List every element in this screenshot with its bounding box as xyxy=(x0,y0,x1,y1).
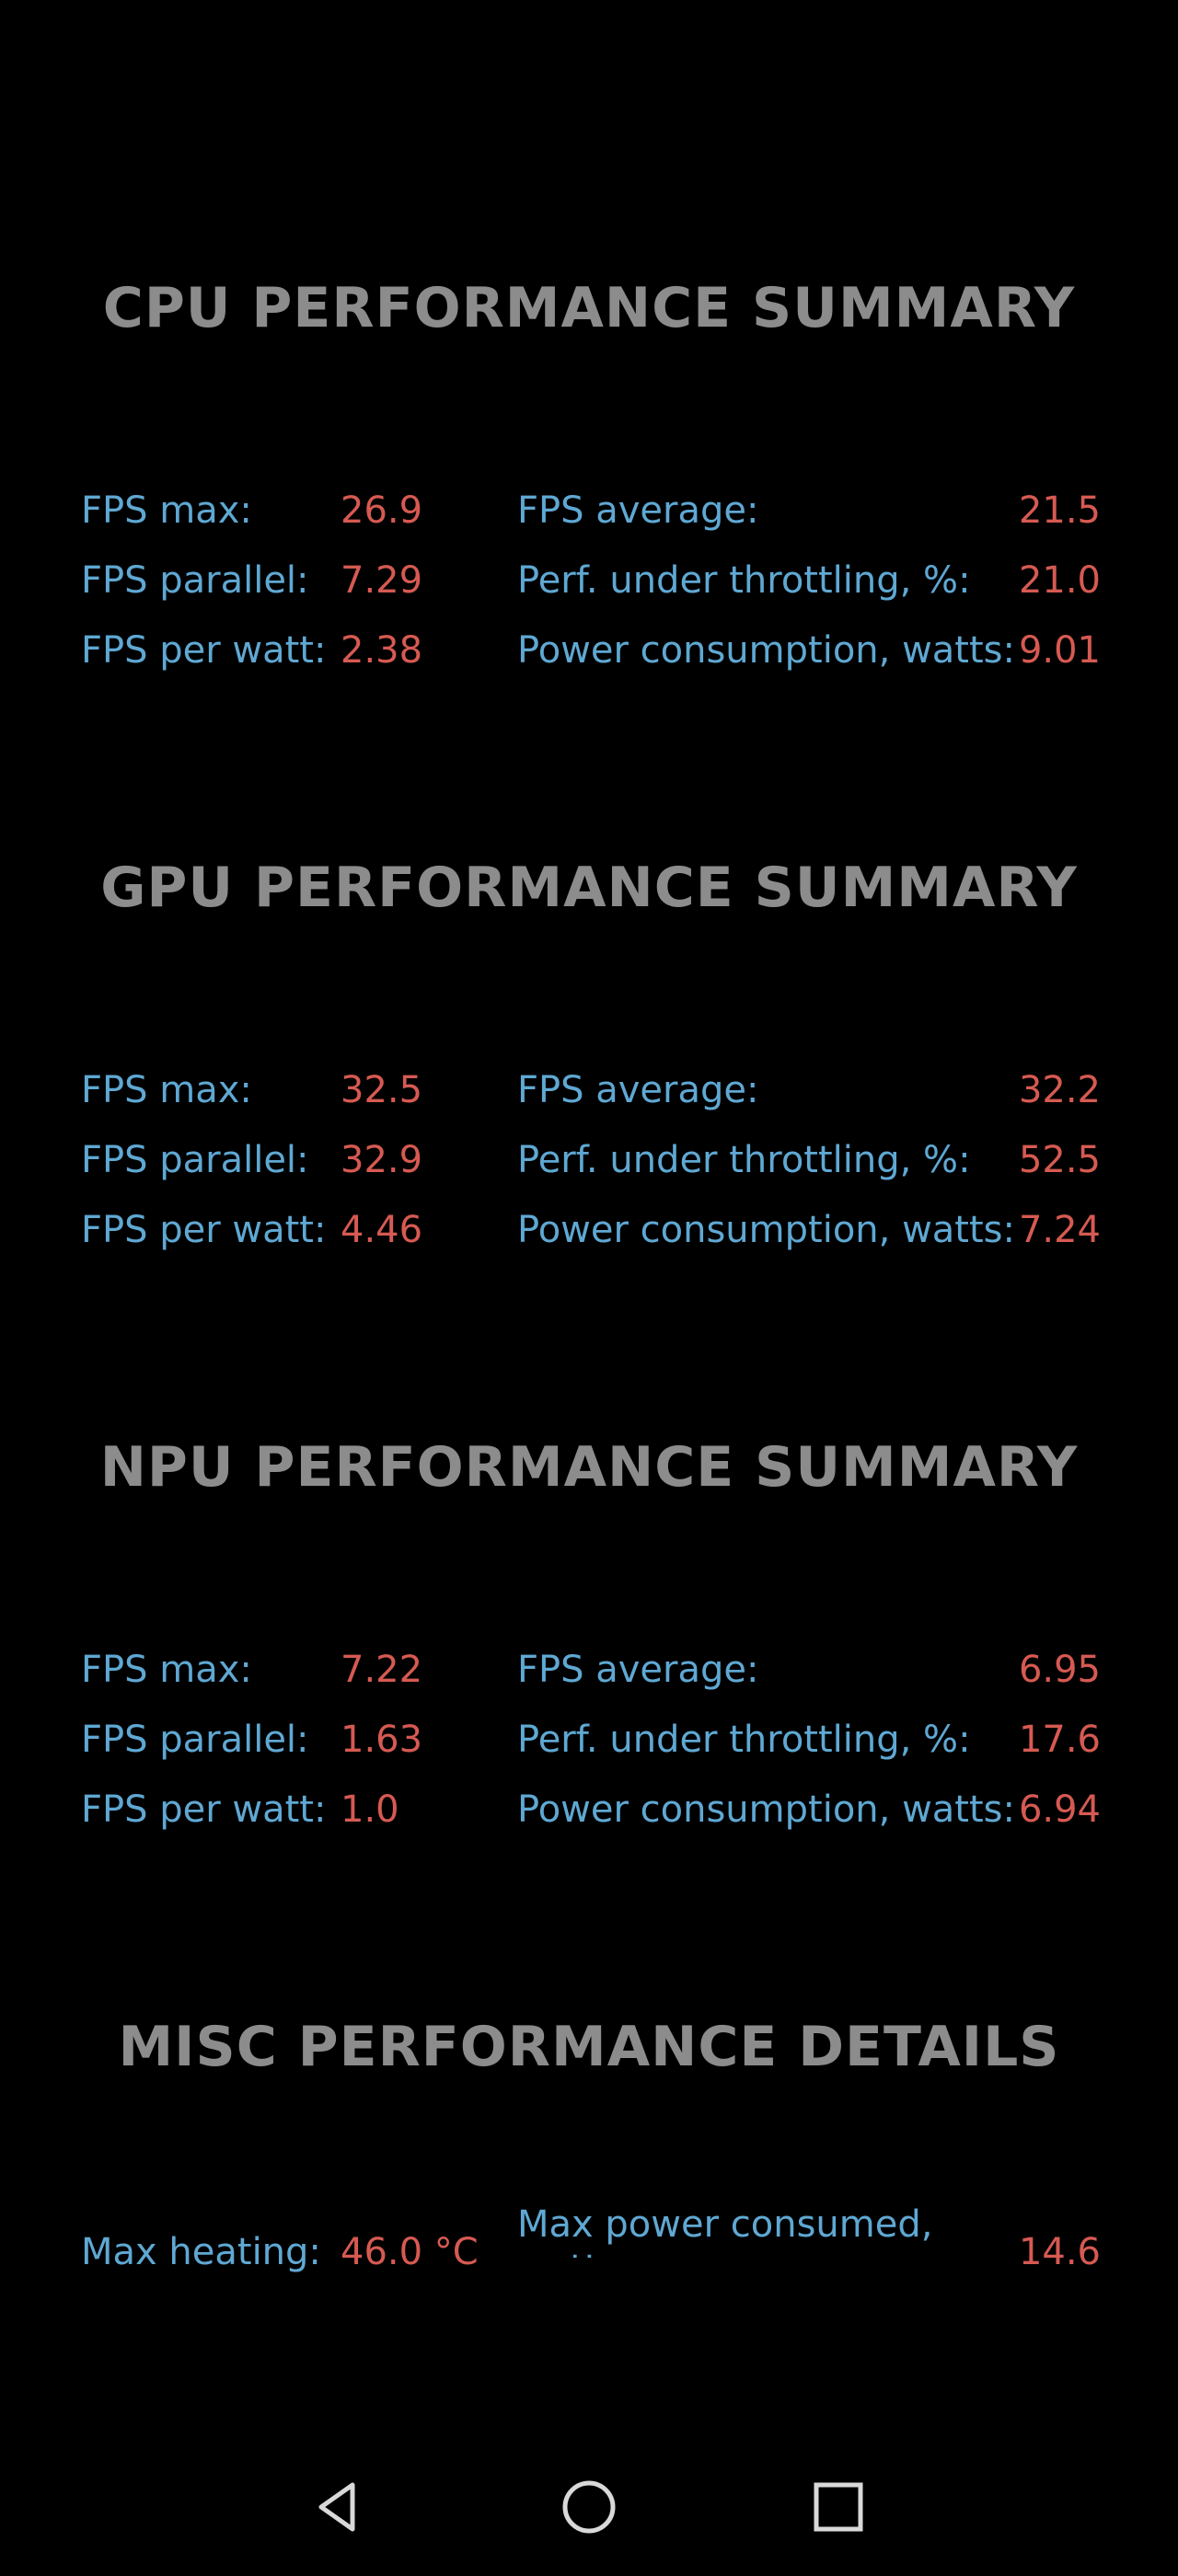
stat-label: FPS per watt: xyxy=(81,629,327,672)
stat-label: FPS max: xyxy=(81,1069,252,1111)
stat-value: 2.38 xyxy=(341,629,423,672)
stat-label: FPS max: xyxy=(81,489,252,532)
stat-value: 32.9 xyxy=(341,1139,423,1181)
stat-label: FPS per watt: xyxy=(81,1209,327,1251)
max-heating-value: 46.0 °C xyxy=(341,2231,479,2273)
stat-label: FPS per watt: xyxy=(81,1788,327,1831)
stat-value: 52.5 xyxy=(1018,1139,1101,1181)
stat-value: 1.0 xyxy=(341,1788,399,1831)
cpu-row-3: FPS per watt: 2.38 Power consumption, wa… xyxy=(0,615,1178,685)
stat-label: FPS average: xyxy=(517,489,759,532)
home-icon xyxy=(562,2480,616,2534)
npu-row-2: FPS parallel: 1.63 Perf. under throttlin… xyxy=(0,1705,1178,1775)
max-power-value: 14.6 xyxy=(1018,2231,1101,2273)
gpu-row-1: FPS max: 32.5 FPS average: 32.2 xyxy=(0,1055,1178,1125)
stat-value: 1.63 xyxy=(341,1719,423,1761)
recents-icon xyxy=(814,2482,863,2532)
stat-label: Power consumption, watts: xyxy=(517,629,1015,672)
section-title-gpu: GPU PERFORMANCE SUMMARY xyxy=(100,856,1078,920)
stat-label: FPS parallel: xyxy=(81,1139,309,1181)
stat-value: 32.2 xyxy=(1018,1069,1101,1111)
stat-value: 9.01 xyxy=(1018,629,1101,672)
stat-label: FPS average: xyxy=(517,1069,759,1111)
cpu-row-1: FPS max: 26.9 FPS average: 21.5 xyxy=(0,476,1178,546)
stat-value: 32.5 xyxy=(341,1069,423,1111)
stat-label: FPS parallel: xyxy=(81,1719,309,1761)
npu-row-3: FPS per watt: 1.0 Power consumption, wat… xyxy=(0,1775,1178,1845)
stat-label: Perf. under throttling, %: xyxy=(517,1719,971,1761)
stat-value: 6.94 xyxy=(1018,1788,1101,1831)
section-title-misc: MISC PERFORMANCE DETAILS xyxy=(118,2015,1060,2079)
stat-label: FPS parallel: xyxy=(81,559,309,602)
stat-value: 7.29 xyxy=(341,559,423,602)
stat-value: 7.24 xyxy=(1018,1209,1101,1251)
section-title-cpu: CPU PERFORMANCE SUMMARY xyxy=(102,276,1076,340)
npu-row-1: FPS max: 7.22 FPS average: 6.95 xyxy=(0,1635,1178,1705)
stat-value: 17.6 xyxy=(1018,1719,1101,1761)
back-button[interactable] xyxy=(296,2466,379,2548)
max-heating-label: Max heating: xyxy=(81,2231,321,2273)
misc-row: Max heating: 46.0 °C Max power consumed,… xyxy=(0,2203,1178,2289)
recents-button[interactable] xyxy=(797,2466,880,2548)
section-title-npu: NPU PERFORMANCE SUMMARY xyxy=(99,1435,1079,1500)
stat-value: 7.22 xyxy=(341,1649,423,1691)
stat-label: FPS max: xyxy=(81,1649,252,1691)
navigation-bar xyxy=(0,2438,1178,2576)
back-icon xyxy=(318,2482,355,2532)
stat-value: 21.0 xyxy=(1018,559,1101,602)
stat-label: Power consumption, watts: xyxy=(517,1788,1015,1831)
gpu-row-2: FPS parallel: 32.9 Perf. under throttlin… xyxy=(0,1125,1178,1195)
cpu-row-2: FPS parallel: 7.29 Perf. under throttlin… xyxy=(0,546,1178,615)
stat-label: Perf. under throttling, %: xyxy=(517,1139,971,1181)
stat-value: 26.9 xyxy=(341,489,423,532)
stat-label: Power consumption, watts: xyxy=(517,1209,1015,1251)
stat-label: Perf. under throttling, %: xyxy=(517,559,971,602)
max-power-label: Max power consumed, watts: xyxy=(517,2203,933,2258)
gpu-row-3: FPS per watt: 4.46 Power consumption, wa… xyxy=(0,1195,1178,1265)
stat-value: 4.46 xyxy=(341,1209,423,1251)
stat-value: 6.95 xyxy=(1018,1649,1101,1691)
stat-value: 21.5 xyxy=(1018,489,1101,532)
home-button[interactable] xyxy=(548,2466,630,2548)
stat-label: FPS average: xyxy=(517,1649,759,1691)
